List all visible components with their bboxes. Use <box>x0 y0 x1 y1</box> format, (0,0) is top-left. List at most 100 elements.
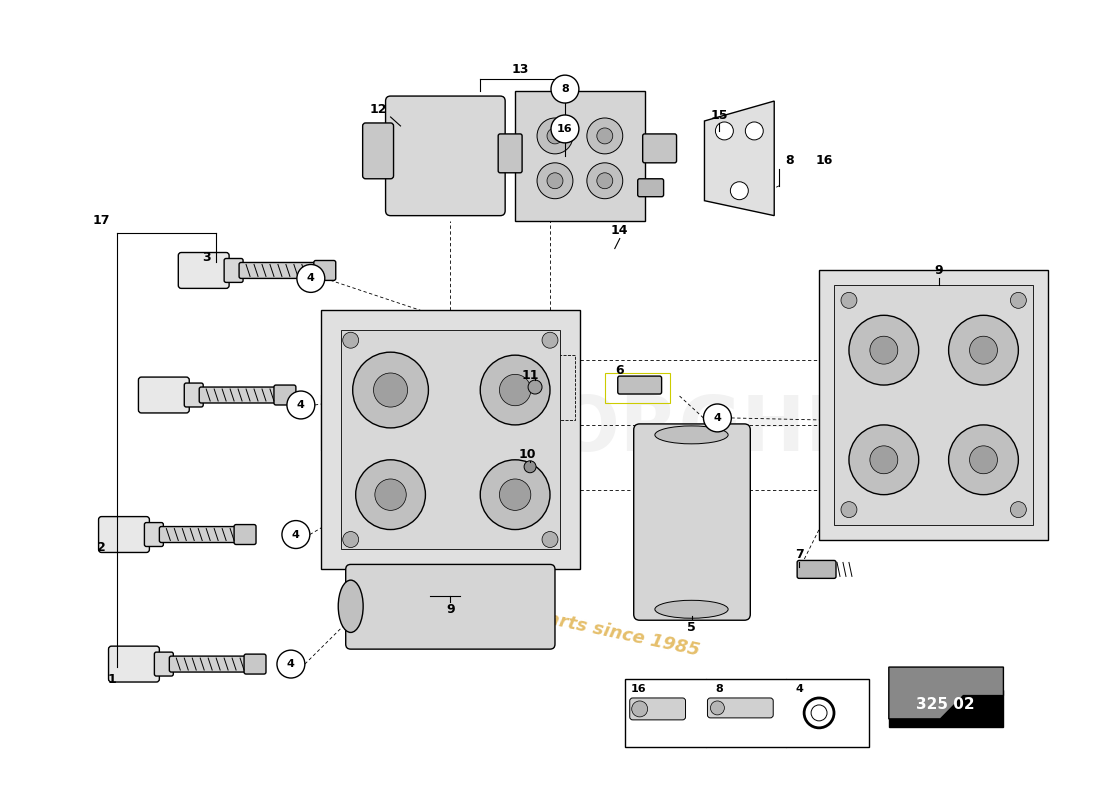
Bar <box>889 690 1003 727</box>
FancyBboxPatch shape <box>386 96 505 216</box>
FancyBboxPatch shape <box>139 377 189 413</box>
Circle shape <box>547 128 563 144</box>
Text: 15: 15 <box>711 110 728 122</box>
Circle shape <box>542 531 558 547</box>
FancyBboxPatch shape <box>515 91 645 221</box>
FancyBboxPatch shape <box>234 525 256 545</box>
Circle shape <box>355 460 426 530</box>
Circle shape <box>1011 502 1026 518</box>
Circle shape <box>528 380 542 394</box>
Text: 14: 14 <box>610 224 628 237</box>
FancyBboxPatch shape <box>834 286 1033 525</box>
FancyBboxPatch shape <box>341 330 560 550</box>
FancyBboxPatch shape <box>314 261 336 281</box>
Text: 12: 12 <box>370 102 387 115</box>
FancyBboxPatch shape <box>154 652 174 676</box>
Circle shape <box>811 705 827 721</box>
Circle shape <box>547 173 563 189</box>
FancyBboxPatch shape <box>160 526 238 542</box>
FancyBboxPatch shape <box>185 383 204 407</box>
Text: 4: 4 <box>307 274 315 283</box>
FancyBboxPatch shape <box>638 178 663 197</box>
Circle shape <box>631 701 648 717</box>
Circle shape <box>374 373 408 407</box>
Circle shape <box>587 118 623 154</box>
Circle shape <box>587 163 623 198</box>
Bar <box>605 373 670 403</box>
Text: 8: 8 <box>785 154 793 167</box>
FancyBboxPatch shape <box>244 654 266 674</box>
Circle shape <box>297 265 324 292</box>
Circle shape <box>948 315 1019 385</box>
Circle shape <box>969 336 998 364</box>
FancyBboxPatch shape <box>224 258 243 282</box>
Circle shape <box>287 391 315 419</box>
Text: 16: 16 <box>631 684 647 694</box>
FancyBboxPatch shape <box>321 310 580 570</box>
Text: 4: 4 <box>297 400 305 410</box>
Text: 2: 2 <box>97 541 106 554</box>
Text: 8: 8 <box>561 84 569 94</box>
Text: 11: 11 <box>521 369 539 382</box>
Circle shape <box>730 182 748 200</box>
Circle shape <box>481 460 550 530</box>
FancyBboxPatch shape <box>634 424 750 620</box>
Text: 7: 7 <box>795 548 803 561</box>
FancyBboxPatch shape <box>618 376 661 394</box>
Circle shape <box>870 336 898 364</box>
Text: LAMBORGHINI: LAMBORGHINI <box>314 393 926 467</box>
Circle shape <box>481 355 550 425</box>
Text: 16: 16 <box>815 154 833 167</box>
Bar <box>510 355 575 420</box>
Circle shape <box>353 352 428 428</box>
Circle shape <box>849 425 918 494</box>
Circle shape <box>499 374 531 406</box>
Text: 5: 5 <box>688 621 696 634</box>
Circle shape <box>551 115 579 143</box>
Circle shape <box>711 701 725 715</box>
Circle shape <box>842 502 857 518</box>
Text: 8: 8 <box>715 684 724 694</box>
FancyBboxPatch shape <box>99 517 150 553</box>
Text: 9: 9 <box>934 264 943 277</box>
Circle shape <box>343 531 359 547</box>
Circle shape <box>704 404 732 432</box>
FancyBboxPatch shape <box>144 522 163 546</box>
Text: 13: 13 <box>512 62 529 76</box>
FancyBboxPatch shape <box>363 123 394 178</box>
Text: 1: 1 <box>107 673 116 686</box>
Circle shape <box>282 521 310 549</box>
FancyBboxPatch shape <box>498 134 522 173</box>
Circle shape <box>524 461 536 473</box>
Text: 16: 16 <box>557 124 573 134</box>
FancyBboxPatch shape <box>345 565 556 649</box>
Circle shape <box>551 75 579 103</box>
Text: 4: 4 <box>292 530 300 539</box>
Text: 10: 10 <box>518 448 536 462</box>
Text: 6: 6 <box>615 364 624 377</box>
FancyBboxPatch shape <box>239 262 318 278</box>
Text: a passion for parts since 1985: a passion for parts since 1985 <box>398 578 702 660</box>
Circle shape <box>537 118 573 154</box>
FancyBboxPatch shape <box>642 134 676 163</box>
Text: 17: 17 <box>92 214 110 227</box>
Text: 4: 4 <box>795 684 803 694</box>
Circle shape <box>375 479 406 510</box>
Text: 4: 4 <box>714 413 722 423</box>
FancyBboxPatch shape <box>274 385 296 405</box>
Circle shape <box>542 332 558 348</box>
Ellipse shape <box>654 426 728 444</box>
FancyBboxPatch shape <box>707 698 773 718</box>
FancyBboxPatch shape <box>629 698 685 720</box>
FancyBboxPatch shape <box>199 387 278 403</box>
Ellipse shape <box>338 580 363 633</box>
Circle shape <box>746 122 763 140</box>
Circle shape <box>499 479 531 510</box>
Bar <box>625 679 869 746</box>
Polygon shape <box>889 667 1003 719</box>
FancyBboxPatch shape <box>169 656 249 672</box>
Circle shape <box>870 446 898 474</box>
Circle shape <box>537 163 573 198</box>
Text: 325 02: 325 02 <box>916 697 975 712</box>
FancyBboxPatch shape <box>178 253 229 288</box>
